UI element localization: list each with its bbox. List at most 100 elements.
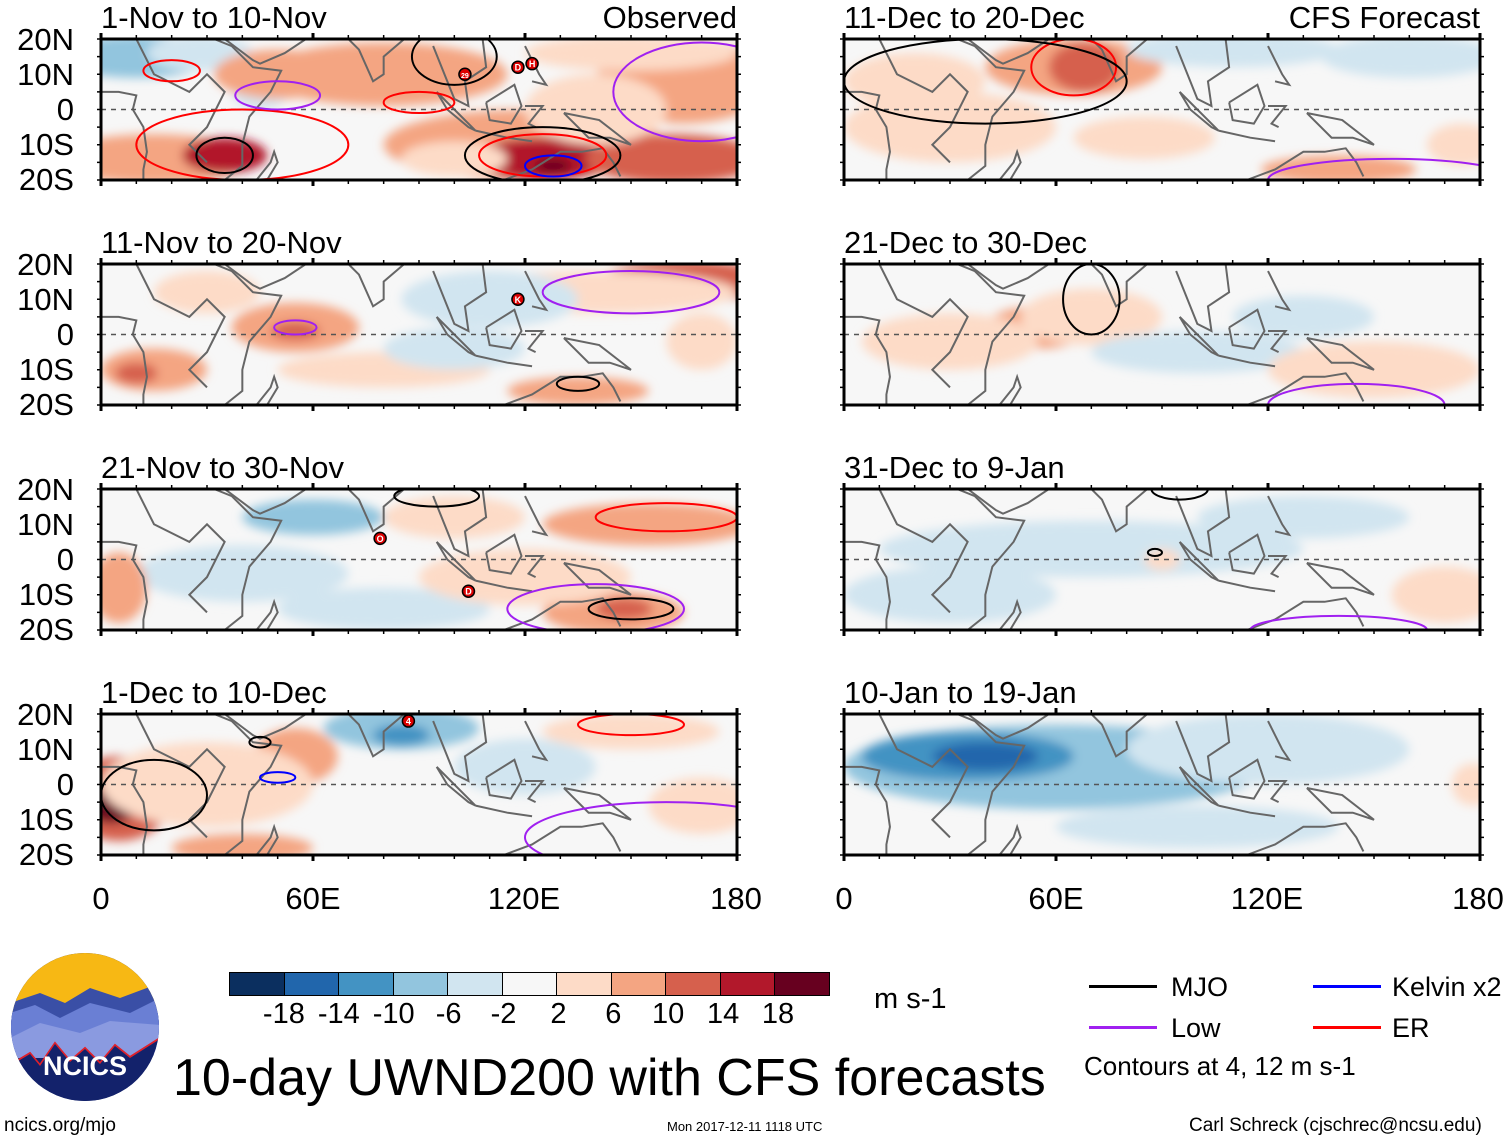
wave-contour bbox=[506, 583, 685, 630]
lat-label: 20N bbox=[17, 472, 74, 507]
legend-mjo: MJO bbox=[1171, 972, 1228, 1002]
storm-label: D bbox=[515, 63, 522, 73]
anomaly-region bbox=[932, 742, 1039, 771]
legend-kelvin: Kelvin x2 bbox=[1392, 972, 1502, 1002]
lon-label: 120E bbox=[487, 881, 561, 916]
anomaly-region bbox=[879, 520, 1304, 578]
coastline bbox=[101, 540, 148, 630]
storm-marker[interactable]: D bbox=[461, 584, 476, 598]
coastline bbox=[1228, 83, 1266, 125]
colorbar-tick-label: -18 bbox=[262, 998, 305, 1030]
storm-marker[interactable]: 29 bbox=[458, 67, 472, 81]
coastline bbox=[485, 83, 523, 125]
wave-contour bbox=[844, 39, 1128, 125]
colorbar-tick-label: -6 bbox=[435, 998, 462, 1030]
anomaly-region bbox=[844, 566, 1056, 623]
colorbar-swatch bbox=[448, 973, 503, 995]
colorbar-tick-label: 10 bbox=[652, 998, 685, 1030]
map-panel bbox=[840, 33, 1484, 186]
wave-contour bbox=[135, 108, 350, 180]
coastline bbox=[475, 354, 533, 368]
anomaly-region bbox=[1427, 123, 1480, 166]
coastline bbox=[1267, 720, 1292, 762]
map-panel: OD bbox=[97, 483, 741, 636]
coastline bbox=[524, 720, 549, 762]
wave-contour bbox=[259, 771, 297, 784]
storm-label: 29 bbox=[461, 73, 469, 80]
wave-contour bbox=[101, 758, 208, 832]
anomaly-region bbox=[1232, 295, 1374, 339]
coastline bbox=[1218, 354, 1276, 368]
storm-marker[interactable]: D bbox=[511, 60, 525, 74]
anomaly-region bbox=[182, 137, 268, 173]
coastline bbox=[346, 39, 406, 83]
panel-title: 10-Jan to 19-Jan bbox=[844, 675, 1077, 710]
lon-label: 180 bbox=[710, 881, 762, 916]
anomaly-region bbox=[585, 134, 737, 180]
coastline bbox=[524, 495, 549, 537]
legend-mjo-line bbox=[1089, 985, 1157, 988]
storm-marker[interactable]: H bbox=[525, 56, 539, 71]
colorbar-tick-label: 6 bbox=[605, 998, 622, 1030]
coastline bbox=[346, 714, 406, 758]
coastline bbox=[1218, 579, 1276, 593]
panel-title: 1-Nov to 10-Nov bbox=[101, 0, 327, 35]
anomaly-region bbox=[242, 499, 384, 535]
coastline bbox=[1246, 147, 1365, 180]
coastline bbox=[1268, 554, 1288, 579]
coastline bbox=[563, 337, 632, 371]
coastline bbox=[1306, 787, 1375, 821]
coastline bbox=[1175, 489, 1231, 558]
coastline bbox=[503, 147, 622, 180]
anomaly-region bbox=[542, 714, 720, 750]
coastline bbox=[135, 714, 226, 839]
coastline bbox=[1306, 562, 1375, 596]
lat-label: 20N bbox=[17, 697, 74, 732]
anomaly-region bbox=[1144, 548, 1180, 571]
wave-contour bbox=[524, 801, 737, 855]
coastline bbox=[844, 540, 891, 630]
coastline bbox=[224, 714, 307, 740]
coastline bbox=[998, 148, 1022, 180]
storm-marker[interactable]: 4 bbox=[401, 714, 416, 728]
anomaly-region bbox=[270, 322, 321, 340]
lat-label: 10N bbox=[17, 507, 74, 542]
coastline bbox=[878, 264, 969, 389]
anomaly-region bbox=[666, 313, 737, 370]
storm-label: O bbox=[377, 534, 384, 544]
lat-label: 10N bbox=[17, 282, 74, 317]
coastline bbox=[1268, 104, 1288, 129]
coastline bbox=[878, 714, 969, 839]
map-panel bbox=[840, 483, 1484, 636]
coastline bbox=[967, 714, 1050, 740]
storm-label: 4 bbox=[406, 717, 411, 727]
panel-title: 11-Nov to 20-Nov bbox=[101, 225, 342, 260]
anomaly-region bbox=[401, 141, 508, 177]
coastline bbox=[525, 329, 545, 354]
logo-text: NCICS bbox=[43, 1051, 127, 1081]
wave-contour bbox=[142, 59, 201, 83]
anomaly-region bbox=[1197, 496, 1410, 539]
coastline bbox=[878, 39, 969, 164]
footer-url[interactable]: ncics.org/mjo bbox=[4, 1115, 116, 1136]
wave-contour bbox=[555, 375, 601, 392]
lat-label: 10S bbox=[18, 802, 74, 837]
wave-contour bbox=[1062, 264, 1121, 336]
storm-marker[interactable]: K bbox=[511, 292, 525, 306]
legend-kelvin-line bbox=[1313, 985, 1381, 988]
coastline bbox=[1178, 91, 1220, 132]
coastline bbox=[967, 39, 1050, 65]
lat-label: 20N bbox=[17, 22, 74, 57]
lon-label: 60E bbox=[1028, 881, 1084, 916]
lat-label: 10N bbox=[17, 732, 74, 767]
storm-marker[interactable]: O bbox=[373, 531, 387, 546]
lat-label: 10S bbox=[18, 127, 74, 162]
coastline bbox=[432, 714, 488, 783]
coastline bbox=[475, 804, 533, 818]
coastline bbox=[1306, 112, 1375, 146]
storm-label: H bbox=[529, 59, 536, 69]
coastline bbox=[525, 554, 545, 579]
coastline bbox=[956, 39, 1026, 180]
footer-author: Carl Schreck (cjschrec@ncsu.edu) bbox=[1189, 1115, 1482, 1136]
observed-label: Observed bbox=[602, 0, 737, 35]
